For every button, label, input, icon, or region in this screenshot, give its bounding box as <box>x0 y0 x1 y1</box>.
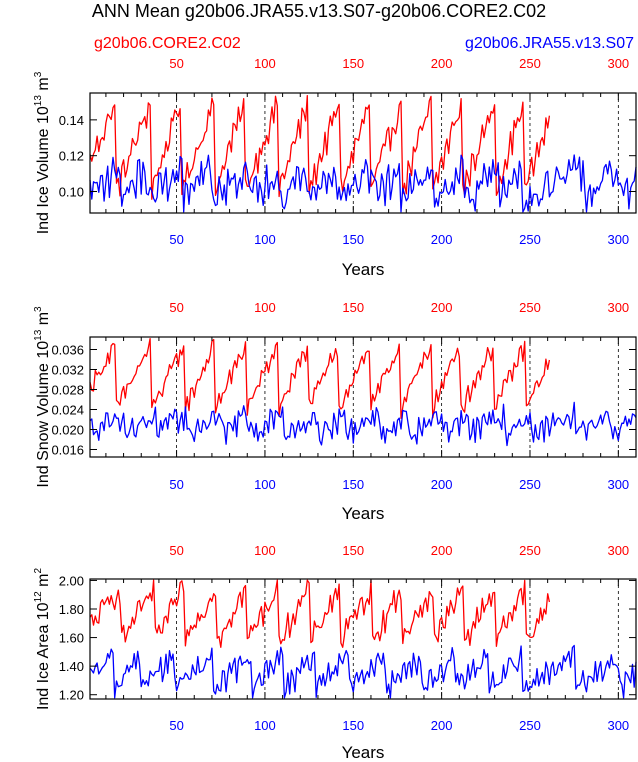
x-tick-label-bottom: 300 <box>607 232 629 247</box>
y-tick-label: 2.00 <box>59 573 84 588</box>
x-tick-label-bottom: 200 <box>431 718 453 733</box>
x-tick-label-top: 100 <box>254 56 276 71</box>
x-tick-label-top: 150 <box>342 300 364 315</box>
x-tick-label-top: 300 <box>607 300 629 315</box>
x-tick-label-bottom: 200 <box>431 477 453 492</box>
x-tick-label-bottom: 150 <box>342 718 364 733</box>
x-tick-label-bottom: 150 <box>342 232 364 247</box>
x-tick-label-bottom: 50 <box>169 477 183 492</box>
plot-frame <box>89 92 637 214</box>
y-tick-label: 0.016 <box>51 443 84 458</box>
plot-frame <box>89 578 637 700</box>
legend-jra55: g20b06.JRA55.v13.S07 <box>465 35 634 52</box>
x-tick-label-bottom: 250 <box>519 477 541 492</box>
y-axis-label: Ind Snow Volume 1013 m3 <box>33 306 52 488</box>
x-tick-label-top: 200 <box>431 543 453 558</box>
x-axis-label: Years <box>342 743 385 762</box>
x-tick-label-bottom: 100 <box>254 477 276 492</box>
x-tick-label-top: 100 <box>254 543 276 558</box>
x-tick-label-top: 150 <box>342 543 364 558</box>
x-tick-label-top: 250 <box>519 543 541 558</box>
chart-panels: 50 50 100 100 150 150 200 200 250 250 300 300 0.10 0.… <box>33 56 637 762</box>
x-tick-label-top: 300 <box>607 543 629 558</box>
y-tick-label: 0.14 <box>59 113 84 128</box>
y-tick-label: 0.020 <box>51 423 84 438</box>
y-tick-label: 1.80 <box>59 602 84 617</box>
x-tick-label-top: 50 <box>169 543 183 558</box>
x-tick-label-top: 250 <box>519 300 541 315</box>
series-line-jra55 <box>89 401 637 447</box>
y-tick-label: 1.60 <box>59 631 84 646</box>
y-axis-label: Ind Ice Volume 1013 m3 <box>33 71 52 234</box>
y-tick-label: 0.024 <box>51 403 84 418</box>
y-tick-label: 0.032 <box>51 363 84 378</box>
x-tick-label-top: 150 <box>342 56 364 71</box>
series-line-core2 <box>89 579 551 648</box>
series-line-jra55 <box>89 644 637 699</box>
x-tick-label-bottom: 100 <box>254 232 276 247</box>
x-tick-label-bottom: 250 <box>519 232 541 247</box>
y-tick-label: 1.40 <box>59 659 84 674</box>
chart-panel-3: 50 50 100 100 150 150 200 200 250 250 300 300 1.20 1.… <box>33 543 637 762</box>
x-tick-label-bottom: 150 <box>342 477 364 492</box>
x-tick-label-bottom: 250 <box>519 718 541 733</box>
y-axis-label: Ind Ice Area 1012 m2 <box>33 568 52 711</box>
x-axis-label: Years <box>342 504 385 523</box>
x-tick-label-top: 50 <box>169 56 183 71</box>
plot-frame <box>89 336 637 458</box>
y-tick-label: 0.036 <box>51 343 84 358</box>
x-tick-label-top: 300 <box>607 56 629 71</box>
x-tick-label-bottom: 100 <box>254 718 276 733</box>
x-tick-label-bottom: 300 <box>607 477 629 492</box>
x-tick-label-bottom: 50 <box>169 232 183 247</box>
x-tick-label-top: 200 <box>431 300 453 315</box>
x-tick-label-top: 50 <box>169 300 183 315</box>
x-tick-label-bottom: 200 <box>431 232 453 247</box>
y-tick-label: 1.20 <box>59 688 84 703</box>
chart-panel-1: 50 50 100 100 150 150 200 200 250 250 300 300 0.10 0.… <box>33 56 637 279</box>
series-line-core2 <box>89 337 551 419</box>
y-tick-label: 0.028 <box>51 383 84 398</box>
y-tick-label: 0.10 <box>59 185 84 200</box>
series-line-core2 <box>89 94 551 200</box>
legend-core2: g20b06.CORE2.C02 <box>94 35 241 52</box>
x-axis-label: Years <box>342 260 385 279</box>
x-tick-label-bottom: 50 <box>169 718 183 733</box>
series-line-jra55 <box>89 154 637 213</box>
y-tick-label: 0.12 <box>59 149 84 164</box>
x-tick-label-top: 250 <box>519 56 541 71</box>
x-tick-label-top: 100 <box>254 300 276 315</box>
figure-title: ANN Mean g20b06.JRA55.v13.S07-g20b06.COR… <box>92 1 546 21</box>
x-tick-label-bottom: 300 <box>607 718 629 733</box>
chart-panel-2: 50 50 100 100 150 150 200 200 250 250 300 300 0.016 0… <box>33 300 637 523</box>
x-tick-label-top: 200 <box>431 56 453 71</box>
